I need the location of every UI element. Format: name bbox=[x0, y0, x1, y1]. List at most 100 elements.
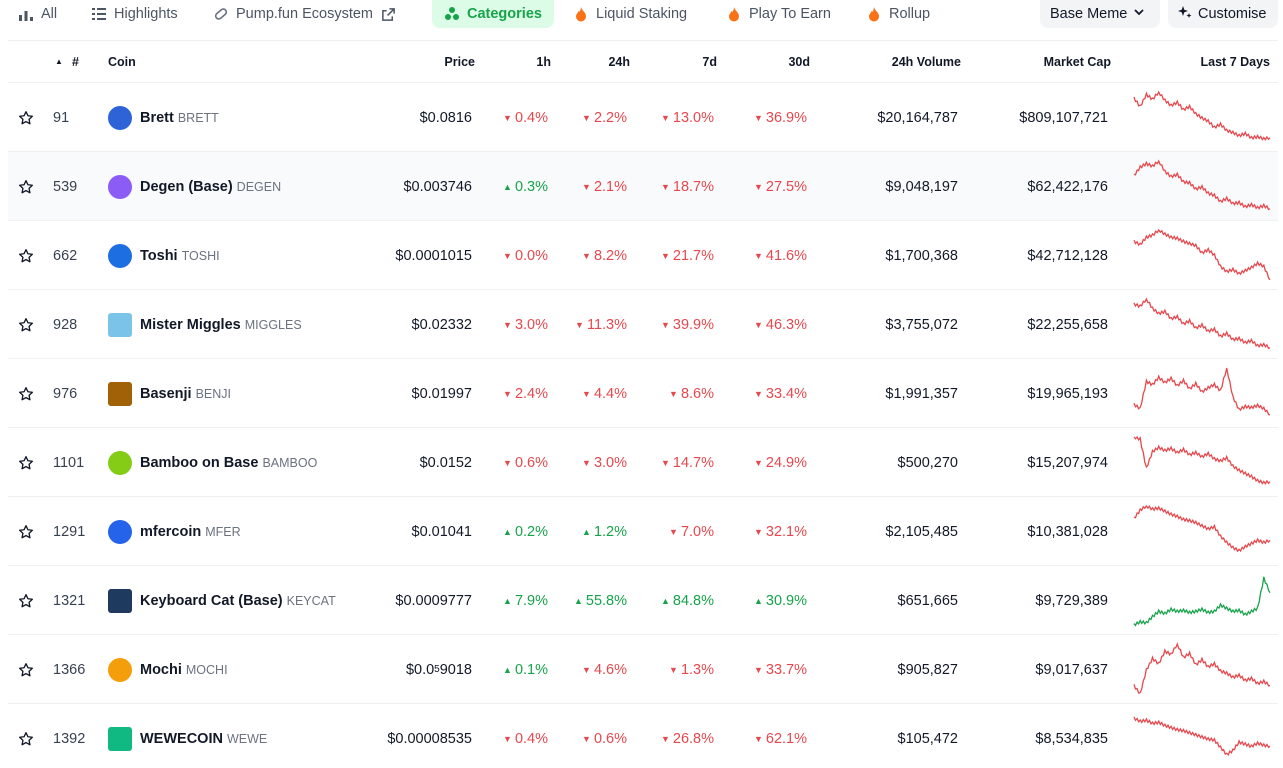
coin-link[interactable]: Keyboard Cat (Base) KEYCAT bbox=[108, 566, 336, 635]
tab-play-to-earn[interactable]: Play To Earn bbox=[726, 0, 831, 28]
table-row[interactable]: 976 Basenji BENJI $0.01997 ▼ 2.4% ▼ 4.4% ▼ 8.6% ▼ 3… bbox=[8, 359, 1278, 428]
change-7d-value: 39.9% bbox=[672, 316, 714, 333]
tab-categories[interactable]: Categories bbox=[432, 0, 554, 28]
volume-24h: $105,472 bbox=[897, 730, 958, 747]
favorite-star-icon[interactable] bbox=[16, 290, 36, 359]
change-24h-value: 8.2% bbox=[593, 247, 627, 264]
col-24h-volume[interactable]: 24h Volume bbox=[891, 55, 961, 69]
coin-symbol: WEWE bbox=[226, 731, 268, 746]
table-row[interactable]: 1321 Keyboard Cat (Base) KEYCAT $0.0009777 ▲… bbox=[8, 566, 1278, 635]
coin-name: Keyboard Cat (Base) bbox=[140, 592, 283, 609]
caret-down-icon: ▼ bbox=[503, 388, 512, 399]
col-price[interactable]: Price bbox=[444, 55, 475, 69]
customise-button[interactable]: Customise bbox=[1168, 0, 1278, 28]
caret-down-icon: ▼ bbox=[753, 112, 763, 123]
favorite-star-icon[interactable] bbox=[16, 152, 36, 221]
coin-rank: 1101 bbox=[53, 454, 85, 471]
change-30d-value: 32.1% bbox=[765, 523, 807, 540]
category-dropdown[interactable]: Base Meme bbox=[1040, 0, 1160, 28]
change-24h-value: 1.2% bbox=[593, 523, 627, 540]
change-7d: ▼ 7.0% bbox=[669, 497, 714, 566]
price-value: $0.0009777 bbox=[395, 592, 472, 609]
coin-link[interactable]: Degen (Base) DEGEN bbox=[108, 152, 281, 221]
change-24h: ▼ 2.2% bbox=[582, 83, 627, 152]
col-30d[interactable]: 30d bbox=[788, 55, 810, 69]
change-1h-value: 0.4% bbox=[514, 109, 548, 126]
change-24h-value: 0.6% bbox=[593, 730, 627, 747]
col-coin[interactable]: Coin bbox=[108, 55, 136, 69]
caret-down-icon: ▼ bbox=[503, 250, 512, 261]
change-7d-value: 14.7% bbox=[672, 454, 714, 471]
caret-up-icon: ▲ bbox=[582, 526, 591, 537]
change-7d-value: 21.7% bbox=[672, 247, 714, 264]
favorite-star-icon[interactable] bbox=[16, 704, 36, 768]
chevron-down-icon bbox=[1133, 6, 1145, 22]
sparkline-path bbox=[1133, 435, 1271, 486]
coin-symbol: BENJI bbox=[195, 386, 232, 401]
coin-link[interactable]: Toshi TOSHI bbox=[108, 221, 220, 290]
table-row[interactable]: 539 Degen (Base) DEGEN $0.003746 ▲ 0.3% ▼ 2.1% ▼… bbox=[8, 152, 1278, 221]
coin-link[interactable]: Brett BRETT bbox=[108, 83, 219, 152]
coin-link[interactable]: Mochi MOCHI bbox=[108, 635, 228, 704]
change-30d: ▼ 24.9% bbox=[754, 428, 807, 497]
coin-symbol: TOSHI bbox=[181, 248, 220, 263]
sort-asc-icon[interactable]: ▲ bbox=[55, 57, 63, 66]
table-row[interactable]: 1291 mfercoin MFER $0.01041 ▲ 0.2% ▲ 1.2% ▼ 7.0% ▼… bbox=[8, 497, 1278, 566]
table-row[interactable]: 91 Brett BRETT $0.0816 ▼ 0.4% ▼ 2.2% ▼ 13.0% ▼ 36.9… bbox=[8, 83, 1278, 152]
tab-rollup[interactable]: Rollup bbox=[866, 0, 930, 28]
coin-link[interactable]: WEWECOIN WEWE bbox=[108, 704, 267, 768]
table-row[interactable]: 662 Toshi TOSHI $0.0001015 ▼ 0.0% ▼ 8.2% ▼ 21.7% ▼… bbox=[8, 221, 1278, 290]
coin-link[interactable]: Basenji BENJI bbox=[108, 359, 231, 428]
market-cap: $809,107,721 bbox=[1019, 109, 1108, 126]
table-row[interactable]: 1101 Bamboo on Base BAMBOO $0.0152 ▼ 0.6% ▼ 3.0… bbox=[8, 428, 1278, 497]
change-24h: ▼ 2.1% bbox=[582, 152, 627, 221]
sparkline-path bbox=[1133, 367, 1271, 416]
caret-down-icon: ▼ bbox=[753, 457, 763, 468]
coin-link[interactable]: Bamboo on Base BAMBOO bbox=[108, 428, 317, 497]
coin-symbol: DEGEN bbox=[236, 179, 282, 194]
change-1h: ▲ 0.1% bbox=[503, 635, 548, 704]
coin-price: $0.0816 bbox=[420, 83, 472, 152]
coin-name: Basenji bbox=[140, 385, 192, 402]
col-1h[interactable]: 1h bbox=[536, 55, 551, 69]
tab-all[interactable]: All bbox=[18, 0, 57, 28]
caret-down-icon: ▼ bbox=[753, 664, 763, 675]
favorite-star-icon[interactable] bbox=[16, 428, 36, 497]
coin-link[interactable]: mfercoin MFER bbox=[108, 497, 241, 566]
change-30d: ▼ 33.4% bbox=[754, 359, 807, 428]
favorite-star-icon[interactable] bbox=[16, 635, 36, 704]
table-row[interactable]: 1392 WEWECOIN WEWE $0.00008535 ▼ 0.4% ▼ 0.6% ▼ 26… bbox=[8, 704, 1278, 768]
table-row[interactable]: 1366 Mochi MOCHI $0.0 5 9018 ▲ 0.1% ▼ 4.6% ▼ 1.3% ▼ 3… bbox=[8, 635, 1278, 704]
change-30d: ▼ 33.7% bbox=[754, 635, 807, 704]
caret-down-icon: ▼ bbox=[669, 664, 678, 675]
table-row[interactable]: 928 Mister Miggles MIGGLES $0.02332 ▼ 3.0% ▼ 11… bbox=[8, 290, 1278, 359]
coin-link[interactable]: Mister Miggles MIGGLES bbox=[108, 290, 302, 359]
col-rank[interactable]: # bbox=[72, 55, 79, 69]
favorite-star-icon[interactable] bbox=[16, 221, 36, 290]
caret-up-icon: ▲ bbox=[503, 595, 512, 606]
favorite-star-icon[interactable] bbox=[16, 566, 36, 635]
col-24h[interactable]: 24h bbox=[608, 55, 630, 69]
change-30d-value: 27.5% bbox=[765, 178, 807, 195]
tab-liquid-staking[interactable]: Liquid Staking bbox=[573, 0, 687, 28]
sparkline-path bbox=[1133, 90, 1271, 142]
coin-rank: 539 bbox=[53, 178, 78, 195]
caret-down-icon: ▼ bbox=[582, 250, 591, 261]
coin-name: Mochi bbox=[140, 661, 182, 678]
coin-price: $0.01041 bbox=[412, 497, 472, 566]
coin-logo bbox=[108, 657, 132, 682]
favorite-star-icon[interactable] bbox=[16, 497, 36, 566]
sparkline-7d bbox=[1133, 297, 1271, 350]
market-cap: $42,712,128 bbox=[1027, 247, 1108, 264]
change-1h-value: 0.4% bbox=[514, 730, 548, 747]
category-dropdown-label: Base Meme bbox=[1050, 6, 1128, 22]
tab-highlights[interactable]: Highlights bbox=[91, 0, 178, 28]
change-24h-value: 11.3% bbox=[586, 316, 627, 333]
list-icon bbox=[91, 6, 107, 22]
coin-name: Mister Miggles bbox=[140, 316, 241, 333]
favorite-star-icon[interactable] bbox=[16, 359, 36, 428]
tab-pump-fun-ecosystem[interactable]: Pump.fun Ecosystem bbox=[213, 0, 396, 28]
col-market-cap[interactable]: Market Cap bbox=[1043, 55, 1111, 69]
favorite-star-icon[interactable] bbox=[16, 83, 36, 152]
col-7d[interactable]: 7d bbox=[702, 55, 717, 69]
